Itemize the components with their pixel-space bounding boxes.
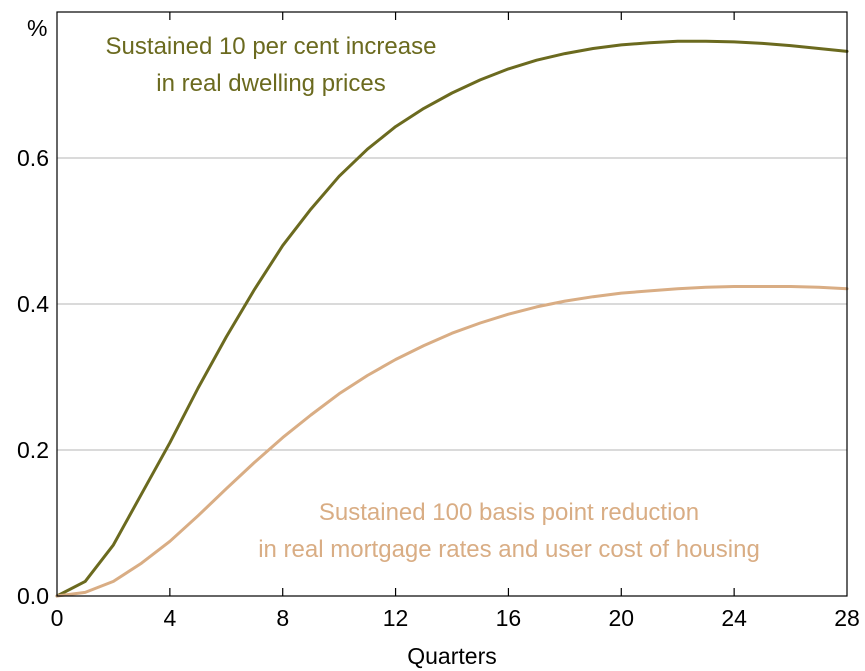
series-annotation-1-line-0: Sustained 100 basis point reduction	[319, 499, 699, 526]
x-tick-label: 8	[276, 605, 289, 631]
series-lines	[55, 39, 849, 598]
x-tick-label: 0	[51, 605, 64, 631]
series-line-1	[55, 285, 849, 598]
series-annotation-1-line-1: in real mortgage rates and user cost of …	[258, 536, 760, 563]
x-tick-label: 12	[383, 605, 409, 631]
series-annotation-0-line-1: in real dwelling prices	[156, 70, 385, 97]
series-annotations: Sustained 10 per cent increase in real dw…	[106, 33, 760, 563]
y-tick-labels: 0.0 0.2 0.4 0.6	[17, 145, 49, 609]
x-tick-label: 16	[496, 605, 522, 631]
plot-frame	[56, 11, 848, 597]
y-tick-label: 0.4	[17, 291, 49, 317]
x-tick-label: 20	[608, 605, 634, 631]
x-tick-label: 28	[834, 605, 860, 631]
x-axis-label: Quarters	[407, 643, 496, 669]
y-tick-label: 0.0	[17, 583, 49, 609]
x-tick-label: 24	[721, 605, 747, 631]
gridlines	[57, 157, 847, 451]
y-tick-label: 0.2	[17, 437, 49, 463]
y-tick-label: 0.6	[17, 145, 49, 171]
y-unit-label: %	[27, 15, 47, 41]
x-tick-label: 4	[163, 605, 176, 631]
tick-marks	[169, 12, 735, 596]
x-tick-labels: 0 4 8 12 16 20 24 28	[51, 605, 860, 631]
series-annotation-0-line-0: Sustained 10 per cent increase	[106, 33, 437, 60]
series-line-0	[55, 39, 849, 598]
